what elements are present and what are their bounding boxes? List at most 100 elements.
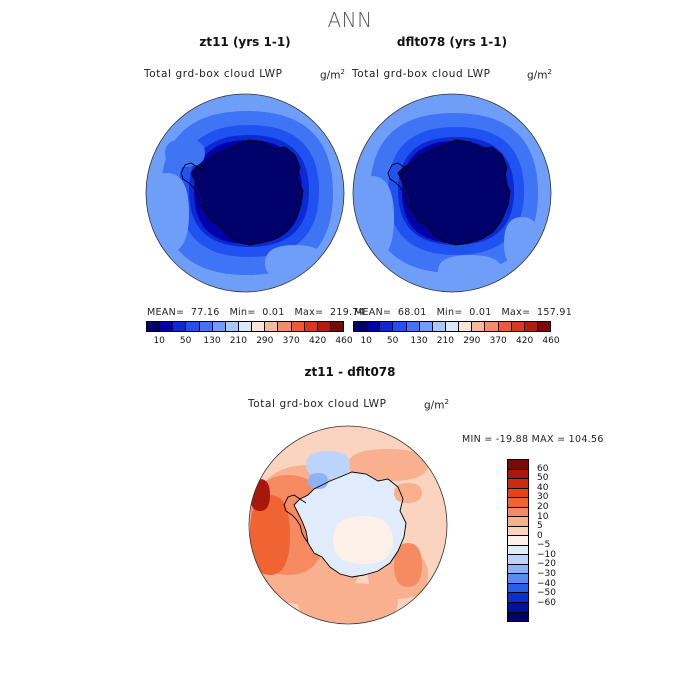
colorbar-swatch [508,488,528,499]
colorbar-swatch [472,322,486,331]
colorbar-tick-label: 370 [489,336,507,346]
stat-max-label: Max= [501,307,537,318]
colorbar-tick-label: 420 [516,336,534,346]
colorbar-swatch [147,322,161,331]
coastline [293,471,407,578]
colorbar-tick-label: 50 [179,336,192,346]
colorbar-tick-label: 460 [335,336,353,346]
map-border [248,425,448,625]
panel-title-1: zt11 (yrs 1-1) [199,35,291,49]
units-label-3: g/m2 [424,398,449,412]
colorbar-swatch [432,322,446,331]
contour-region [394,483,422,503]
colorbar-tick-label: 0 [537,530,543,541]
colorbar-tick-label: −30 [537,569,556,580]
map-border [145,93,345,293]
colorbar-swatch [508,517,528,527]
contour-region [146,173,189,253]
colorbar-swatch [238,322,253,331]
contour-region [394,543,422,587]
colorbar-tick-label: 420 [309,336,327,346]
colorbar-tick-label: −50 [537,588,556,599]
colorbar-swatch [508,460,528,470]
contour-region [191,140,303,245]
colorbar-swatch [508,612,528,622]
colorbar-tick-label: 290 [463,336,481,346]
stat-max-value: 219.74 [330,307,366,318]
coastline [283,494,309,544]
colorbar-swatch [508,469,528,480]
colorbar-tick-label: 20 [537,501,549,512]
colorbar-swatch [508,602,528,613]
colorbar-tick-label: −60 [537,597,556,608]
colorbar-tick-label: 10 [360,336,372,346]
map-border [352,93,552,293]
colorbar-tick-label: 50 [537,473,549,484]
colorbar-swatch [459,322,473,331]
colorbar-tick-label: 40 [537,482,549,493]
stat-mean-label: MEAN= [147,307,191,318]
contour-region [298,583,398,623]
colorbar-swatch [508,583,528,594]
colorbar-tick-label: 460 [542,336,560,346]
colorbar-swatch [498,322,512,331]
stat-min-label: Min= [229,307,263,318]
colorbar-2 [353,321,551,332]
colorbar-swatch [304,322,318,331]
colorbar-swatch [511,322,525,331]
colorbar-swatch [508,593,528,603]
variable-label-1: Total grd-box cloud LWP [144,68,283,80]
stats-line-1: MEAN= 77.16 Min= 0.01 Max= 219.74 [147,307,365,318]
colorbar-tick-label: −5 [537,540,551,551]
contour-region [348,449,428,481]
colorbar-tick-label: 290 [256,336,274,346]
colorbar-swatch [508,526,528,537]
colorbar-swatch [278,322,292,331]
panel-title-2: dflt078 (yrs 1-1) [396,35,508,49]
colorbar-tick-label: −10 [537,549,556,560]
colorbar-swatch [508,536,528,546]
colorbar-swatch [524,322,538,331]
colorbar-tick-label: 130 [203,336,221,346]
units-label-2: g/m2 [527,68,552,82]
coastline [387,162,413,212]
stat-mean-value: 68.01 [397,307,437,318]
colorbar-3 [507,459,529,622]
colorbar-swatch [199,322,213,331]
colorbar-swatch [291,322,305,331]
contour-region [438,255,502,287]
colorbar-swatch [406,322,420,331]
variable-label-3: Total grd-box cloud LWP [248,398,387,410]
colorbar-swatch [252,322,266,331]
map-panel-2 [352,93,552,293]
variable-label-2: Total grd-box cloud LWP [352,68,491,80]
map-panel-3 [248,425,448,625]
units-label-1: g/m2 [320,68,345,82]
colorbar-swatch [508,545,528,556]
colorbar-swatch [265,322,279,331]
page-title: ANN [327,8,373,32]
colorbar-swatch [354,322,368,331]
colorbar-swatch [173,322,187,331]
coastline [180,162,206,212]
colorbar-swatch [508,555,528,565]
stat-mean-label: MEAN= [354,307,398,318]
stats-line-3: MIN = -19.88 MAX = 104.56 [462,434,604,445]
map-panel-1 [145,93,345,293]
colorbar-swatch [212,322,226,331]
colorbar-swatch [508,498,528,508]
colorbar-swatch [508,479,528,489]
contour-region [250,479,270,511]
colorbar-tick-label: 50 [386,336,399,346]
stat-min-value: 0.01 [469,307,502,318]
colorbar-swatch [445,322,460,331]
colorbar-swatch [419,322,433,331]
colorbar-swatch [537,322,551,331]
colorbar-swatch [367,322,381,331]
contour-region [165,139,205,167]
coastline [397,139,511,246]
contour-region [265,245,325,281]
colorbar-swatch [508,574,528,584]
colorbar-swatch [380,322,394,331]
stat-min-value: 0.01 [262,307,295,318]
